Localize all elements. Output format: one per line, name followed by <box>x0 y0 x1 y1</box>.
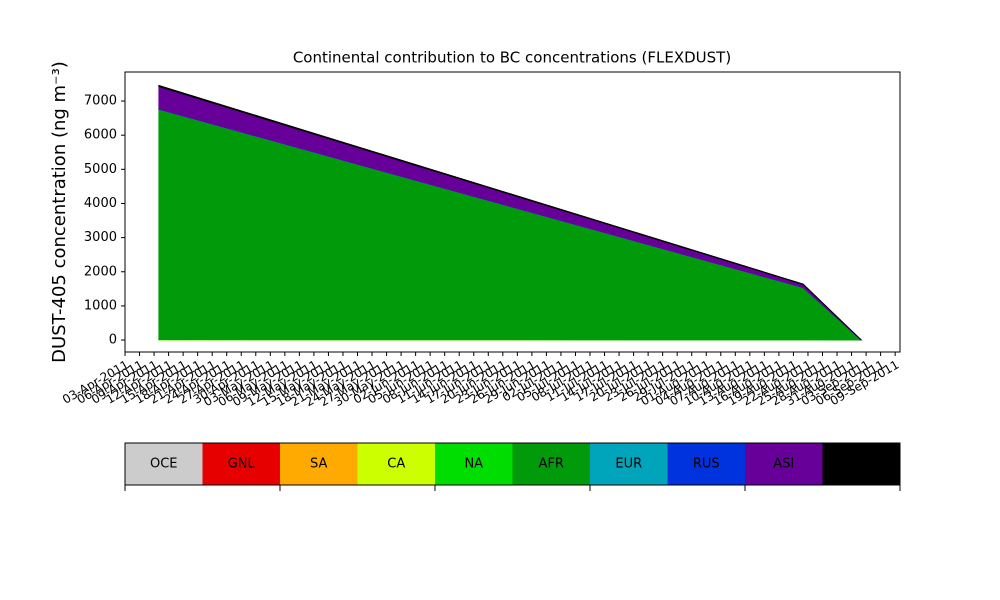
legend-swatch <box>280 443 358 485</box>
y-tick-label: 5000 <box>84 162 117 177</box>
legend-swatch <box>357 443 435 485</box>
legend-label: AUS <box>848 457 875 472</box>
y-tick-label: 4000 <box>84 196 117 211</box>
legend-label: GNL <box>228 457 256 472</box>
legend-swatch <box>202 443 280 485</box>
legend-label: NA <box>464 457 483 472</box>
legend-label: AFR <box>539 457 564 472</box>
legend-label: OCE <box>150 457 178 472</box>
area <box>158 84 862 341</box>
legend-swatch <box>590 443 668 485</box>
legend-swatch <box>435 443 513 485</box>
legend-frame <box>124 442 901 486</box>
legend-swatch <box>125 443 203 485</box>
legend-swatch <box>512 443 590 485</box>
legend-label: CA <box>387 457 405 472</box>
legend-label: EUR <box>615 457 642 472</box>
y-axis-label: DUST-405 concentration (ng m⁻³) <box>49 61 70 363</box>
legend-label: SA <box>310 457 327 472</box>
legend-swatch <box>822 443 900 485</box>
y-tick-label: 3000 <box>84 230 117 245</box>
legend-swatch <box>745 443 823 485</box>
y-tick-label: 7000 <box>84 94 117 109</box>
legend-swatch <box>667 443 745 485</box>
legend-label: RUS <box>693 457 720 472</box>
y-tick-label: 6000 <box>84 128 117 143</box>
chart-title: Continental contribution to BC concentra… <box>293 49 731 67</box>
y-tick-label: 1000 <box>84 298 117 313</box>
y-tick-label: 2000 <box>84 264 117 279</box>
y-tick-label: 0 <box>109 333 117 348</box>
plot-frame <box>124 71 901 353</box>
legend-label: ASI <box>773 457 794 472</box>
